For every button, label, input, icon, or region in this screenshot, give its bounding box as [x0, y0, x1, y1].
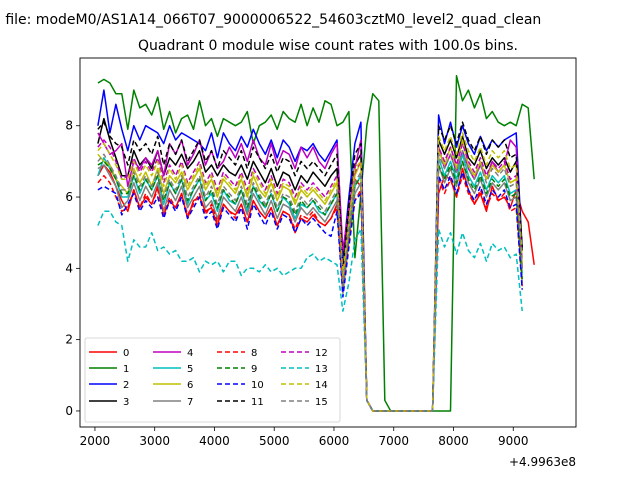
series-line-11 — [97, 121, 523, 412]
series-line-6 — [97, 139, 523, 412]
x-tick-label: 4000 — [199, 434, 230, 448]
x-tick-label: 2000 — [80, 434, 111, 448]
y-tick-label: 8 — [65, 119, 73, 133]
chart-title: Quadrant 0 module wise count rates with … — [138, 38, 518, 54]
legend-label-6: 6 — [187, 380, 193, 391]
series-line-7 — [97, 160, 523, 412]
legend-label-12: 12 — [315, 348, 328, 359]
series-line-8 — [97, 174, 523, 412]
y-tick-label: 0 — [65, 404, 73, 418]
legend-label-0: 0 — [123, 348, 129, 359]
legend-label-8: 8 — [251, 348, 257, 359]
legend-label-14: 14 — [315, 380, 328, 391]
x-tick-label: 9000 — [498, 434, 529, 448]
series-line-10 — [97, 171, 523, 412]
legend-label-15: 15 — [315, 397, 328, 408]
x-tick-label: 5000 — [259, 434, 290, 448]
legend-label-5: 5 — [187, 364, 193, 375]
series-lines — [97, 75, 535, 412]
x-tick-label: 6000 — [319, 434, 350, 448]
legend-label-13: 13 — [315, 364, 328, 375]
legend-label-10: 10 — [251, 380, 264, 391]
y-tick-label: 6 — [65, 190, 73, 204]
axes-frame — [79, 57, 577, 428]
x-offset-label: +4.9963e8 — [509, 455, 576, 469]
legend-label-9: 9 — [251, 364, 257, 375]
legend-label-3: 3 — [123, 397, 129, 408]
series-line-9 — [97, 160, 523, 412]
series-line-15 — [97, 149, 523, 412]
x-tick-label: 8000 — [438, 434, 469, 448]
series-line-14 — [97, 132, 523, 412]
legend-label-11: 11 — [251, 397, 264, 408]
legend-frame — [84, 337, 341, 423]
series-line-13 — [97, 210, 523, 412]
x-tick-label: 3000 — [139, 434, 170, 448]
figure-suptitle: n file: modeM0/AS1A14_066T07_9000006522_… — [0, 12, 541, 28]
x-axis: 2000 3000 4000 5000 6000 7000 8000 9000 — [80, 427, 529, 448]
legend-label-7: 7 — [187, 397, 193, 408]
series-line-3 — [97, 117, 523, 412]
legend-label-2: 2 — [123, 380, 129, 391]
x-tick-label: 7000 — [378, 434, 409, 448]
y-axis: 0 2 4 6 8 — [65, 119, 80, 418]
y-tick-label: 4 — [65, 261, 73, 275]
legend-label-1: 1 — [123, 364, 129, 375]
legend-label-4: 4 — [187, 348, 193, 359]
y-tick-label: 2 — [65, 333, 73, 347]
plot-area: 2000 3000 4000 5000 6000 7000 8000 9000 0 2 4 6 8 +… — [65, 57, 577, 469]
series-line-1 — [97, 75, 535, 412]
